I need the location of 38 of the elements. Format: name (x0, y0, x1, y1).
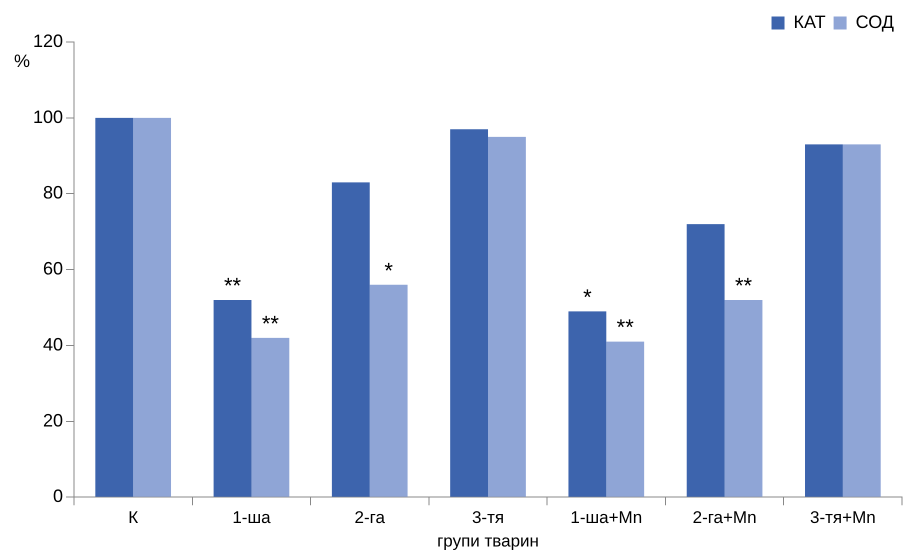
y-tick-label: 80 (43, 182, 64, 203)
bar (370, 284, 408, 497)
y-tick-label: 0 (53, 486, 64, 506)
y-tick-label: 60 (43, 258, 64, 279)
annotation: ** (262, 310, 280, 336)
bar (488, 136, 526, 497)
annotation: ** (616, 314, 634, 340)
bar (133, 118, 172, 497)
y-tick-label: 120 (32, 30, 64, 51)
x-tick-label: 2-га+Mn (692, 508, 757, 528)
annotation: ** (734, 273, 752, 298)
y-tick-label: 100 (32, 106, 64, 127)
legend-label: СОД (856, 12, 894, 32)
bar (568, 311, 606, 497)
x-axis-title: групи тварин (437, 531, 539, 550)
y-axis-title: % (14, 50, 30, 71)
bar (606, 342, 644, 497)
y-tick-label: 20 (43, 410, 64, 430)
legend-label: КАТ (794, 12, 826, 32)
bar (251, 338, 290, 497)
y-tick-label: 40 (43, 334, 64, 354)
x-tick-label: К (128, 508, 138, 528)
bar (450, 129, 488, 497)
annotation: * (583, 284, 592, 310)
x-tick-label: 3-тя (472, 508, 504, 528)
bar (805, 144, 843, 497)
x-tick-label: 2-га (354, 508, 386, 528)
annotation: * (384, 258, 394, 283)
x-tick-label: 3-тя+Mn (810, 508, 876, 528)
annotation: ** (224, 273, 242, 298)
bar (214, 300, 252, 497)
bar (686, 224, 725, 497)
bar (95, 118, 134, 497)
x-tick-label: 1-ша+Mn (570, 508, 642, 528)
bar (842, 144, 881, 497)
bar (332, 182, 370, 497)
x-tick-label: 1-ша (232, 508, 272, 528)
bar (724, 300, 762, 497)
